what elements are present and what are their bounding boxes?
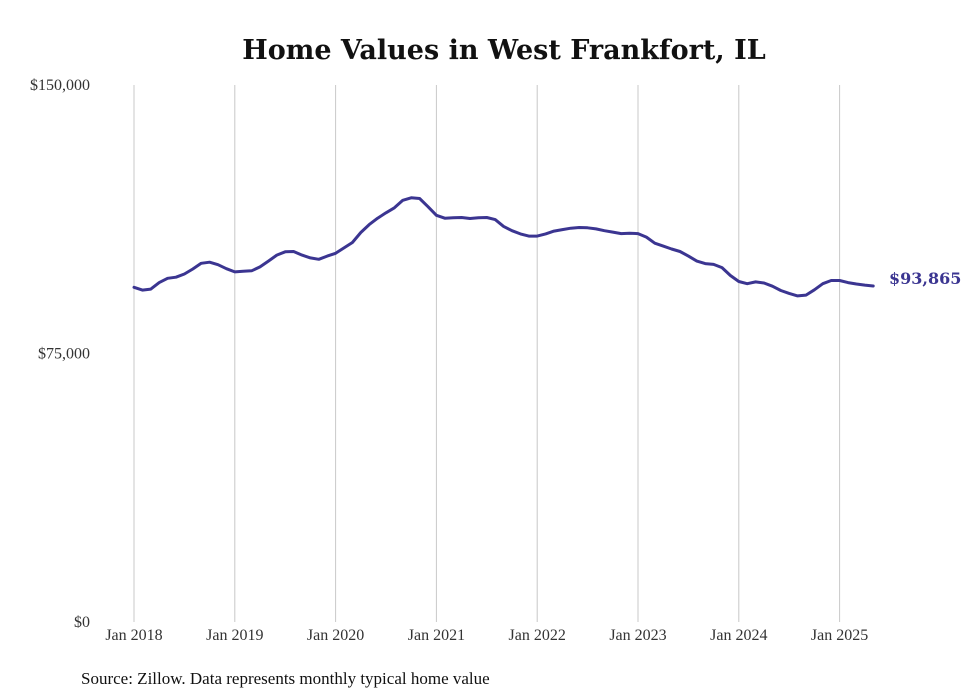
x-axis-tick-labels: Jan 2018 Jan 2019 Jan 2020 Jan 2021 Jan 2022…: [105, 627, 868, 644]
source-note: Source: Zillow. Data represents monthly …: [81, 669, 490, 688]
x-tick-label: Jan 2022: [509, 627, 566, 644]
x-tick-label: Jan 2018: [105, 627, 162, 644]
y-tick-label: $150,000: [30, 77, 90, 94]
x-tick-label: Jan 2023: [609, 627, 666, 644]
x-tick-label: Jan 2024: [710, 627, 767, 644]
x-tick-label: Jan 2019: [206, 627, 263, 644]
y-tick-label: $0: [74, 614, 90, 631]
latest-value-label: $93,865: [889, 269, 961, 288]
x-tick-label: Jan 2021: [408, 627, 465, 644]
x-tick-label: Jan 2020: [307, 627, 364, 644]
y-axis-tick-labels: $0 $75,000 $150,000: [30, 77, 90, 631]
vertical-gridlines: [133, 85, 841, 622]
y-tick-label: $75,000: [38, 346, 90, 363]
x-tick-label: Jan 2025: [811, 627, 868, 644]
home-value-series-line: [132, 196, 875, 298]
chart-title: Home Values in West Frankfort, IL: [242, 35, 765, 66]
